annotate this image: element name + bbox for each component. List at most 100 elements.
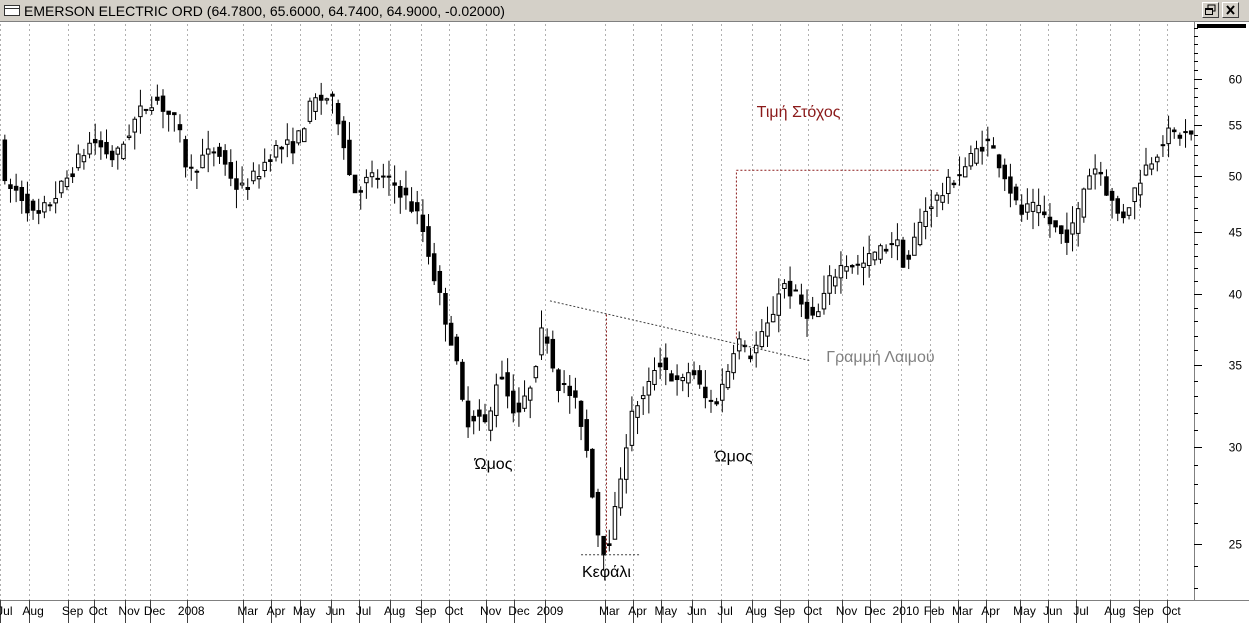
candle-body	[703, 386, 708, 399]
candle-body	[414, 202, 420, 212]
candle-body	[827, 275, 832, 294]
candle	[70, 167, 75, 183]
pattern-label: Τιμή Στόχος	[757, 104, 841, 121]
candle	[369, 160, 375, 188]
close-button[interactable]	[1222, 2, 1239, 18]
candle-body	[30, 200, 36, 211]
pattern-overlays	[549, 169, 940, 556]
candle	[951, 180, 957, 189]
candle	[629, 396, 635, 452]
candle-body	[1019, 204, 1024, 215]
candle-body	[121, 143, 126, 160]
candle-body	[1155, 156, 1160, 163]
candle	[375, 169, 380, 189]
restore-button[interactable]	[1202, 2, 1219, 18]
pattern-label: Ώμος	[714, 448, 753, 465]
candle-body	[968, 153, 974, 167]
candle	[1019, 194, 1024, 222]
candle	[465, 386, 471, 438]
month-label: Dec	[864, 604, 885, 618]
candle-body	[420, 214, 426, 233]
candle-body	[1087, 175, 1092, 190]
candle-body	[471, 415, 476, 422]
candle-body	[731, 353, 736, 374]
time-axis: Jul Aug Sep Oct Nov Dec 2008 Mar Apr May Jun Jul Aug…	[0, 600, 1249, 623]
candle	[640, 386, 646, 415]
candle	[929, 189, 934, 228]
candle	[782, 279, 787, 299]
candle	[810, 296, 815, 320]
candle	[669, 370, 674, 382]
candle-body	[1081, 188, 1087, 218]
candle-body	[256, 176, 262, 180]
candle-body	[889, 243, 895, 246]
candle	[166, 110, 171, 132]
candle	[544, 328, 550, 354]
candle	[53, 181, 58, 214]
candle	[991, 137, 996, 149]
candle	[13, 173, 19, 203]
candle-body	[866, 253, 872, 266]
candle-body	[307, 100, 313, 122]
candle	[160, 89, 166, 129]
candle-body	[262, 161, 267, 172]
candle-body	[341, 120, 347, 149]
candle	[482, 403, 488, 424]
price-axis-panel	[1194, 22, 1249, 623]
candle-body	[1047, 216, 1053, 225]
candle-body	[324, 98, 330, 101]
month-label: Jul	[1073, 604, 1088, 618]
candle	[426, 214, 431, 265]
candle	[1092, 154, 1098, 190]
candle	[1109, 187, 1115, 219]
candle-body	[821, 292, 827, 310]
candle-body	[833, 276, 838, 287]
candle-body	[59, 180, 64, 194]
candle-body	[1070, 222, 1075, 235]
candle-body	[234, 178, 239, 190]
candle	[516, 387, 522, 427]
candle-body	[844, 266, 849, 272]
candle-body	[1058, 225, 1064, 235]
candle-body	[437, 270, 443, 293]
candle	[324, 97, 330, 105]
candle-body	[8, 184, 13, 190]
candle-body	[1002, 164, 1008, 180]
candle-body	[991, 145, 996, 149]
candle-body	[878, 245, 883, 260]
candle-body	[2, 139, 8, 182]
candle-body	[612, 506, 618, 540]
candle	[511, 374, 516, 423]
candle-body	[76, 153, 81, 169]
candle	[731, 344, 736, 380]
candle-body	[160, 95, 166, 112]
candle	[833, 268, 838, 295]
candle-body	[109, 150, 115, 161]
candle	[838, 251, 844, 294]
candle	[968, 145, 974, 170]
candle-body	[686, 372, 691, 384]
candle	[443, 287, 448, 342]
candle	[623, 434, 629, 494]
candle-body	[386, 175, 392, 178]
candle	[590, 448, 595, 499]
candle	[1053, 220, 1058, 233]
candle-body	[454, 336, 460, 362]
month-label: Jun	[326, 604, 345, 618]
candle-body	[313, 97, 318, 112]
candle	[132, 116, 138, 150]
candle-body	[725, 370, 731, 389]
candle-body	[770, 313, 776, 323]
candle	[827, 265, 832, 305]
month-label: Aug	[384, 604, 405, 618]
candle	[234, 160, 239, 209]
candle-body	[810, 306, 815, 316]
candle	[499, 360, 505, 380]
candle	[849, 264, 855, 274]
candle	[753, 331, 759, 368]
month-label: Sep	[1132, 604, 1154, 618]
close-icon	[1226, 5, 1235, 15]
candle	[64, 170, 70, 191]
candle	[403, 170, 409, 210]
candle	[934, 192, 940, 217]
